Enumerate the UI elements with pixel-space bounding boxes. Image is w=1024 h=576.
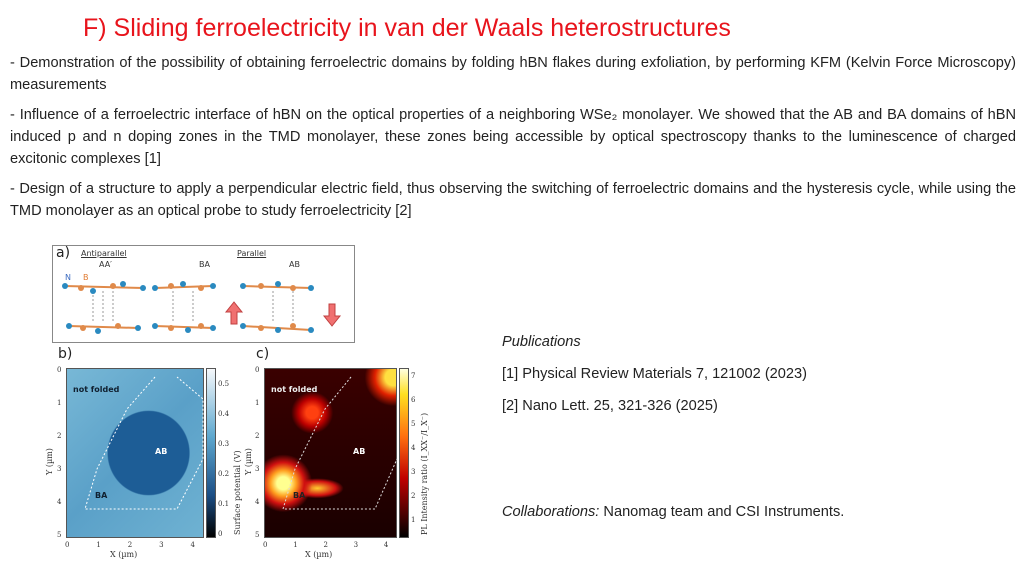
y-tick-label: 5 — [255, 531, 260, 539]
colorbar-tick-label: 0.2 — [218, 470, 230, 478]
ba-domain-label: BA — [95, 491, 108, 500]
slide-title: F) Sliding ferroelectricity in van der W… — [83, 14, 731, 42]
publication-item: [2] Nano Lett. 25, 321-326 (2025) — [502, 398, 718, 414]
y-tick-label: 0 — [57, 366, 62, 374]
collaborations: Collaborations: Nanomag team and CSI Ins… — [502, 504, 844, 520]
parallel-label: Parallel — [237, 249, 267, 258]
antiparallel-label: Antiparallel — [81, 249, 127, 258]
publications-heading: Publications — [502, 334, 581, 350]
bullet-item: - Demonstration of the possibility of ob… — [10, 55, 1016, 93]
arrow-up-icon — [224, 301, 244, 325]
n-label: N — [65, 273, 71, 282]
x-axis-label: X (µm) — [305, 550, 333, 559]
y-axis-label: Y (µm) — [244, 448, 253, 475]
colorbar-tick-label: 7 — [411, 372, 416, 380]
arrow-down-icon — [322, 303, 342, 327]
bullet-item: - Influence of a ferroelectric interface… — [10, 107, 1016, 167]
not-folded-label: not folded — [73, 385, 120, 394]
pl-intensity-ratio-map: not folded AB BA — [264, 368, 398, 538]
x-tick-label: 0 — [65, 541, 70, 549]
y-tick-label: 4 — [255, 498, 260, 506]
colorbar-tick-label: 2 — [411, 492, 416, 500]
x-tick-label: 4 — [383, 541, 389, 549]
panel-b-label: b) — [58, 346, 73, 362]
ab-domain-label: AB — [353, 447, 366, 456]
hbn-lattice-illustration — [62, 281, 342, 334]
kfm-surface-potential-map: not folded AB BA — [66, 368, 204, 538]
collaborations-text: Nanomag team and CSI Instruments. — [599, 504, 845, 520]
colorbar-tick-label: 0.4 — [218, 410, 230, 418]
not-folded-label: not folded — [271, 385, 318, 394]
x-tick-label: 3 — [159, 541, 164, 549]
b-label: B — [83, 273, 89, 282]
colorbar-c-label: PL Intensity ratio (I_XX⁻/I_X⁻) — [420, 412, 429, 535]
y-tick-label: 0 — [255, 366, 260, 374]
y-tick-label: 2 — [255, 432, 260, 440]
x-tick-label: 1 — [293, 541, 298, 549]
colorbar-surface-potential — [206, 368, 216, 538]
panel-a-label: a) — [56, 245, 71, 261]
ba-label: BA — [199, 260, 210, 269]
x-tick-label: 2 — [323, 541, 328, 549]
colorbar-tick-label: 3 — [411, 468, 416, 476]
ab-domain-label: AB — [155, 447, 168, 456]
collaborations-label: Collaborations: — [502, 504, 600, 520]
figure-a-stacking-diagram: a) Antiparallel Parallel AA′ BA AB N B — [52, 245, 355, 343]
y-tick-label: 1 — [57, 399, 62, 407]
x-axis-label: X (µm) — [110, 550, 138, 559]
colorbar-b-label: Surface potential (V) — [233, 450, 242, 535]
bullet-list: - Demonstration of the possibility of ob… — [10, 52, 1016, 230]
y-tick-label: 3 — [255, 465, 260, 473]
colorbar-tick-label: 5 — [411, 420, 416, 428]
y-tick-label: 5 — [57, 531, 62, 539]
ba-domain-label: BA — [293, 491, 306, 500]
colorbar-pl-ratio — [399, 368, 409, 538]
y-tick-label: 3 — [57, 465, 62, 473]
x-tick-label: 2 — [127, 541, 133, 549]
aa-label: AA′ — [99, 260, 112, 269]
colorbar-tick-label: 0.3 — [218, 440, 230, 448]
x-tick-label: 1 — [96, 541, 101, 549]
y-tick-label: 1 — [255, 399, 260, 407]
colorbar-tick-label: 0 — [218, 530, 223, 538]
colorbar-tick-label: 1 — [411, 516, 416, 524]
publication-item: [1] Physical Review Materials 7, 121002 … — [502, 366, 808, 382]
bullet-item: - Design of a structure to apply a perpe… — [10, 181, 1016, 219]
colorbar-tick-label: 0.1 — [218, 500, 230, 508]
x-tick-label: 4 — [190, 541, 195, 549]
colorbar-tick-label: 4 — [411, 444, 416, 452]
panel-c-label: c) — [256, 346, 270, 362]
publications: Publications [1] Physical Review Materia… — [502, 332, 807, 428]
x-tick-label: 0 — [263, 541, 268, 549]
ab-label: AB — [289, 260, 300, 269]
y-tick-label: 4 — [57, 498, 62, 506]
colorbar-tick-label: 6 — [411, 396, 416, 404]
y-axis-label: Y (µm) — [45, 448, 54, 475]
x-tick-label: 3 — [353, 541, 359, 549]
y-tick-label: 2 — [57, 432, 62, 440]
colorbar-tick-label: 0.5 — [218, 380, 230, 388]
